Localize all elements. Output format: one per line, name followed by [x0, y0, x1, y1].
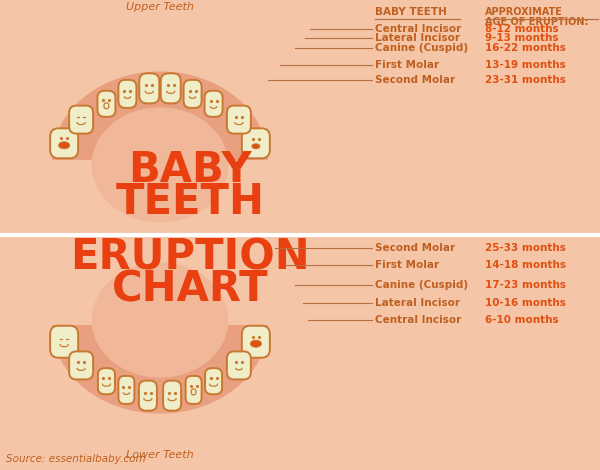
Text: BABY TEETH: BABY TEETH [375, 7, 447, 17]
FancyBboxPatch shape [69, 352, 93, 379]
Text: 25-33 months: 25-33 months [485, 243, 566, 253]
FancyBboxPatch shape [118, 376, 134, 404]
FancyBboxPatch shape [139, 73, 159, 103]
Text: 23-31 months: 23-31 months [485, 75, 566, 85]
FancyBboxPatch shape [242, 326, 270, 358]
Text: Source: essentialbaby.com: Source: essentialbaby.com [6, 454, 146, 464]
FancyBboxPatch shape [97, 91, 115, 117]
FancyBboxPatch shape [205, 368, 222, 394]
Text: ERUPTION: ERUPTION [70, 236, 310, 278]
Text: 10-16 months: 10-16 months [485, 298, 566, 308]
FancyBboxPatch shape [69, 106, 93, 133]
Text: Second Molar: Second Molar [375, 75, 455, 85]
Text: 17-23 months: 17-23 months [485, 280, 566, 290]
FancyBboxPatch shape [50, 326, 78, 358]
Polygon shape [52, 71, 268, 160]
Text: 16-22 months: 16-22 months [485, 43, 566, 53]
FancyBboxPatch shape [50, 128, 78, 158]
Text: Canine (Cuspid): Canine (Cuspid) [375, 280, 468, 290]
Polygon shape [52, 325, 268, 414]
Text: Central Incisor: Central Incisor [375, 24, 461, 34]
Text: First Molar: First Molar [375, 60, 439, 70]
Text: Lateral Incisor: Lateral Incisor [375, 33, 460, 43]
FancyBboxPatch shape [227, 106, 251, 133]
Text: 9-13 months: 9-13 months [485, 33, 559, 43]
Text: APPROXIMATE: APPROXIMATE [485, 7, 563, 17]
FancyBboxPatch shape [118, 80, 136, 108]
Ellipse shape [59, 142, 70, 149]
Ellipse shape [92, 262, 229, 377]
FancyBboxPatch shape [98, 368, 115, 394]
Text: 13-19 months: 13-19 months [485, 60, 566, 70]
Text: 8-12 months: 8-12 months [485, 24, 559, 34]
Text: Second Molar: Second Molar [375, 243, 455, 253]
Ellipse shape [252, 144, 260, 149]
Text: First Molar: First Molar [375, 260, 439, 270]
Ellipse shape [250, 340, 262, 347]
Text: Lateral Incisor: Lateral Incisor [375, 298, 460, 308]
Text: 6-10 months: 6-10 months [485, 315, 559, 325]
Text: 14-18 months: 14-18 months [485, 260, 566, 270]
FancyBboxPatch shape [161, 73, 181, 103]
FancyBboxPatch shape [185, 376, 202, 404]
FancyBboxPatch shape [139, 381, 157, 411]
Text: AGE OF ERUPTION:: AGE OF ERUPTION: [485, 17, 589, 27]
Text: Lower Teeth: Lower Teeth [126, 450, 194, 460]
Text: BABY: BABY [128, 149, 252, 191]
Ellipse shape [92, 108, 229, 223]
Text: TEETH: TEETH [115, 181, 265, 223]
FancyBboxPatch shape [184, 80, 202, 108]
FancyBboxPatch shape [163, 381, 181, 411]
Text: CHART: CHART [112, 268, 268, 310]
FancyBboxPatch shape [205, 91, 223, 117]
Text: Canine (Cuspid): Canine (Cuspid) [375, 43, 468, 53]
Text: Central Incisor: Central Incisor [375, 315, 461, 325]
FancyBboxPatch shape [227, 352, 251, 379]
FancyBboxPatch shape [242, 128, 270, 158]
Text: Upper Teeth: Upper Teeth [126, 2, 194, 12]
